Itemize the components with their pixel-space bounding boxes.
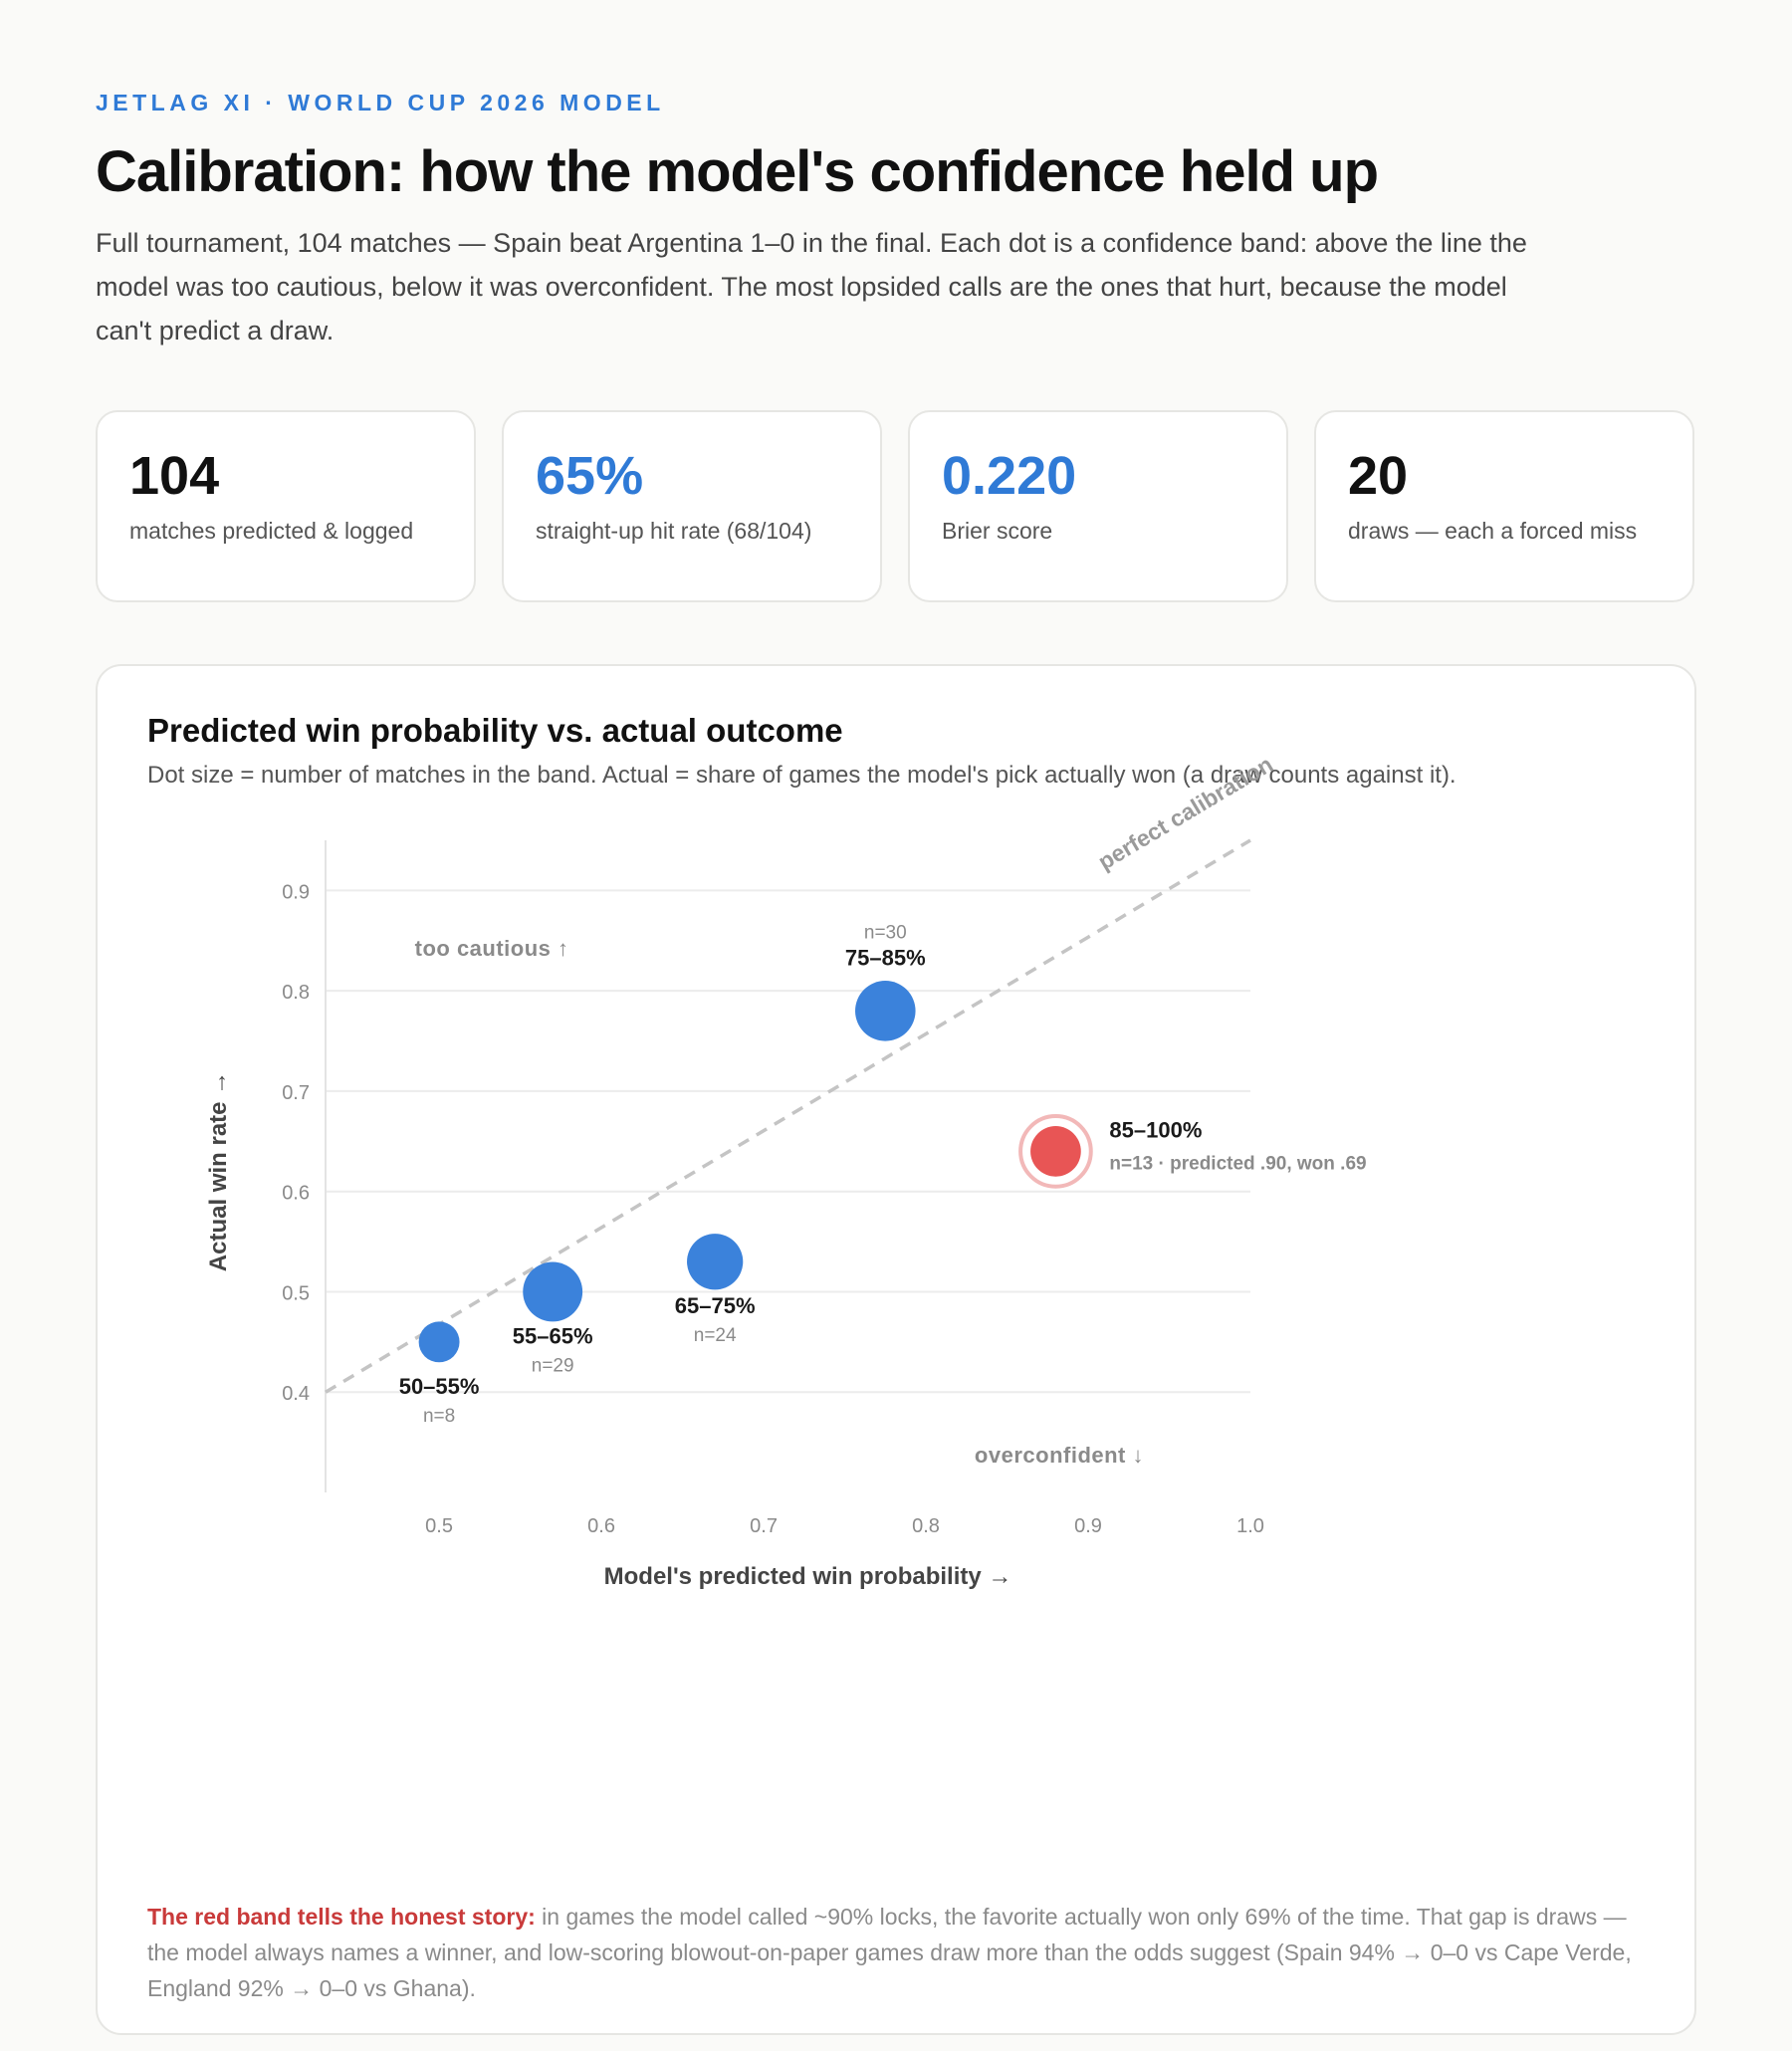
chart-title: Predicted win probability vs. actual out… [147, 712, 843, 749]
point-band-label: 50–55% [399, 1374, 480, 1399]
point-n-label: n=30 [864, 922, 907, 943]
data-point-highlight: 85–100% n=13 · predicted .90, won .69 [1018, 1114, 1367, 1189]
points-layer: 50–55% n=8 55–65% n=29 65–75% n=24 75–85%n=30 8… [399, 922, 1367, 1427]
point-n-label: n=8 [423, 1406, 455, 1427]
chart-subtitle: Dot size = number of matches in the band… [147, 762, 1456, 789]
stat-value: 104 [129, 446, 220, 506]
page-lede: Full tournament, 104 matches — Spain bea… [96, 228, 1527, 345]
stat-cards: 104 matches predicted & logged 65% strai… [96, 410, 1696, 602]
stat-card-matches: 104 matches predicted & logged [96, 410, 476, 602]
y-tick-label: 0.9 [282, 881, 310, 903]
chart-note: The red band tells the honest story: in … [147, 1899, 1651, 2006]
too-cautious-label: too cautious ↑ [415, 936, 569, 961]
data-point: 50–55% n=8 [399, 1321, 480, 1427]
point-dot [418, 1321, 460, 1363]
stat-label: draws — each a forced miss [1348, 518, 1638, 544]
grid-layer [326, 889, 1250, 1394]
point-dot [855, 981, 916, 1041]
note-lead: The red band tells the honest story: [147, 1904, 536, 1930]
point-n-label: n=29 [532, 1355, 574, 1376]
point-dot [1030, 1126, 1081, 1177]
perfect-calibration-line [325, 838, 1251, 1394]
stat-label: straight-up hit rate (68/104) [536, 518, 812, 544]
point-band-label: 75–85% [845, 945, 926, 970]
y-tick-label: 0.7 [282, 1082, 310, 1104]
perfect-calibration-label: perfect calibration [1093, 751, 1277, 874]
point-dot [523, 1261, 583, 1322]
stat-card-draws: 20 draws — each a forced miss [1314, 410, 1694, 602]
x-tick-label: 0.6 [587, 1515, 615, 1537]
stat-value: 20 [1348, 446, 1409, 506]
chart-card: Predicted win probability vs. actual out… [96, 664, 1696, 2035]
data-point: 75–85%n=30 [845, 922, 926, 1041]
point-n-label: n=13 · predicted .90, won .69 [1109, 1153, 1366, 1174]
stat-label: Brier score [942, 518, 1053, 544]
point-dot [687, 1234, 744, 1290]
y-tick-label: 0.5 [282, 1282, 310, 1304]
x-tick-label: 0.5 [425, 1515, 453, 1537]
calibration-chart: 0.4 0.5 0.6 0.7 0.8 0.9 0.5 0.6 0.7 0.8 0.9 1.0 per… [205, 751, 1367, 1590]
x-axis-title: Model's predicted win probability → [604, 1563, 1012, 1590]
x-tick-label: 0.8 [912, 1515, 940, 1537]
y-tick-label: 0.6 [282, 1183, 310, 1205]
y-axis-title: Actual win rate → [205, 1071, 232, 1271]
overconfident-label: overconfident ↓ [975, 1443, 1144, 1468]
note-body: in games the model called ~90% locks, th… [147, 1904, 1632, 2001]
stat-value: 65% [536, 446, 644, 506]
point-n-label: n=24 [694, 1325, 737, 1346]
stat-label: matches predicted & logged [129, 518, 414, 544]
y-tick-label: 0.8 [282, 982, 310, 1004]
point-band-label: 55–65% [513, 1323, 593, 1348]
page-title: Calibration: how the model's confidence … [96, 139, 1379, 204]
data-point: 65–75% n=24 [675, 1234, 756, 1346]
x-tick-label: 0.9 [1074, 1515, 1102, 1537]
axis-layer: 0.4 0.5 0.6 0.7 0.8 0.9 0.5 0.6 0.7 0.8 0.9 1.0 [282, 840, 1264, 1537]
eyebrow: JETLAG XI · WORLD CUP 2026 MODEL [96, 90, 665, 115]
point-band-label: 65–75% [675, 1293, 756, 1318]
stat-card-brier: 0.220 Brier score [908, 410, 1288, 602]
data-point: 55–65% n=29 [513, 1261, 593, 1376]
point-band-label: 85–100% [1109, 1117, 1202, 1142]
x-tick-label: 1.0 [1236, 1515, 1264, 1537]
y-tick-label: 0.4 [282, 1383, 310, 1405]
x-tick-label: 0.7 [750, 1515, 778, 1537]
stat-card-hit-rate: 65% straight-up hit rate (68/104) [502, 410, 882, 602]
stat-value: 0.220 [942, 446, 1077, 506]
